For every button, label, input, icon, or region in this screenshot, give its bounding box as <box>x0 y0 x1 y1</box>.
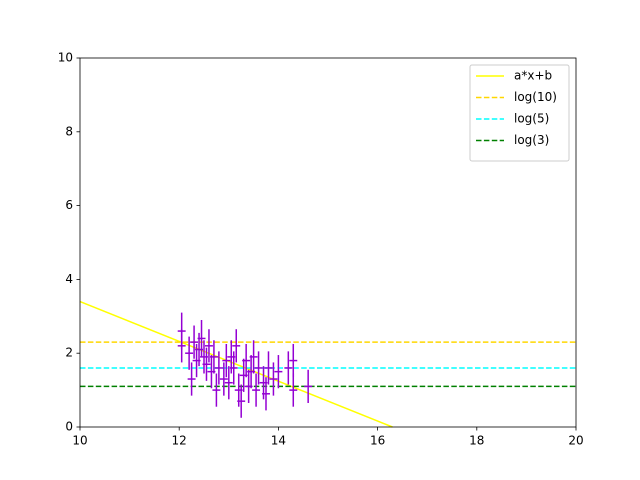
line <box>79 300 393 428</box>
y-tick-label: 6 <box>65 198 73 212</box>
plot-frame <box>79 57 577 428</box>
x-tick-label: 16 <box>370 434 385 448</box>
x-tick-label: 18 <box>469 434 484 448</box>
y-tick-label: 2 <box>65 346 73 360</box>
y-tick-label: 0 <box>65 420 73 434</box>
x-tick-label: 20 <box>568 434 583 448</box>
y-tick-label: 4 <box>65 272 73 286</box>
legend-label: log(5) <box>514 112 549 126</box>
x-tick-label: 14 <box>271 434 286 448</box>
legend-box <box>469 64 570 162</box>
x-tick-label: 10 <box>72 434 87 448</box>
legend-label: log(10) <box>514 90 557 104</box>
legend-label: a*x+b <box>514 69 552 83</box>
y-tick-label: 10 <box>58 51 73 65</box>
x-tick-label: 12 <box>172 434 187 448</box>
legend-label: log(3) <box>514 133 549 147</box>
y-tick-label: 8 <box>65 124 73 138</box>
